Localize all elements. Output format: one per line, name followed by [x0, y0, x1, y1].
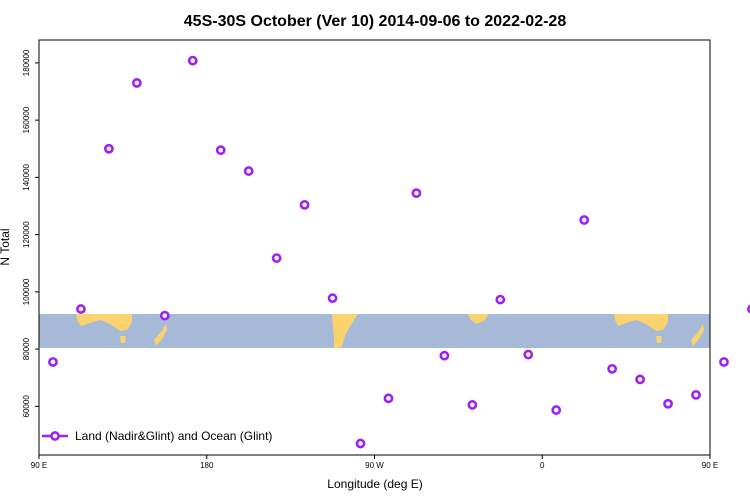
x-tick-label: 180	[200, 461, 214, 470]
data-point	[523, 349, 534, 360]
data-point	[327, 293, 338, 304]
data-point	[607, 363, 618, 374]
data-point	[243, 166, 254, 176]
y-tick-label: 60000	[22, 395, 31, 418]
x-tick-label: 90 W	[365, 461, 384, 470]
chart-title: 45S-30S October (Ver 10) 2014-09-06 to 2…	[184, 13, 567, 30]
land-newzealand-right	[691, 324, 704, 346]
y-tick-label: 180000	[22, 49, 31, 76]
data-point	[635, 374, 646, 385]
land-south-america	[332, 314, 358, 348]
y-tick-label: 80000	[22, 337, 31, 360]
legend-label: Land (Nadir&Glint) and Ocean (Glint)	[75, 429, 272, 443]
y-axis-title: N Total	[0, 228, 12, 265]
ocean-band	[39, 314, 710, 348]
land-tasmania-right	[656, 336, 662, 343]
data-point	[187, 55, 198, 66]
x-axis-title: Longitude (deg E)	[327, 477, 422, 491]
data-point	[411, 188, 422, 199]
data-point	[663, 398, 673, 409]
data-point	[467, 400, 478, 410]
data-point	[48, 357, 58, 367]
land-newzealand-left	[154, 324, 167, 346]
plot-frame	[38, 39, 711, 456]
data-point	[439, 350, 450, 361]
map-strip	[39, 314, 710, 348]
data-point	[103, 143, 114, 154]
data-point	[495, 294, 506, 305]
data-point	[383, 393, 394, 404]
land-australia-right	[614, 314, 668, 331]
legend-marker	[50, 431, 60, 441]
land-tasmania-left	[120, 336, 126, 343]
y-tick-label: 100000	[22, 278, 31, 305]
data-point	[579, 215, 590, 225]
data-point	[691, 389, 701, 400]
y-tick-label: 120000	[22, 221, 31, 248]
data-point	[299, 199, 310, 210]
y-tick-label: 140000	[22, 163, 31, 190]
x-tick-label: 90 E	[702, 461, 718, 470]
data-point	[719, 357, 729, 367]
x-tick-label: 0	[540, 461, 545, 470]
land-australia-left	[76, 314, 132, 331]
data-point	[76, 304, 86, 314]
data-point	[551, 405, 562, 415]
land-africa	[468, 314, 489, 324]
data-point	[215, 145, 226, 156]
data-point	[159, 310, 170, 321]
land-masses	[76, 314, 704, 348]
data-points	[48, 55, 750, 449]
legend: Land (Nadir&Glint) and Ocean (Glint)	[42, 429, 272, 443]
x-tick-label: 90 E	[31, 461, 47, 470]
data-point	[131, 78, 142, 88]
data-point	[271, 253, 282, 263]
data-point	[355, 438, 366, 449]
y-tick-label: 160000	[22, 106, 31, 133]
y-axis: 60000 80000 100000 120000 140000 160000 180000	[22, 49, 39, 417]
